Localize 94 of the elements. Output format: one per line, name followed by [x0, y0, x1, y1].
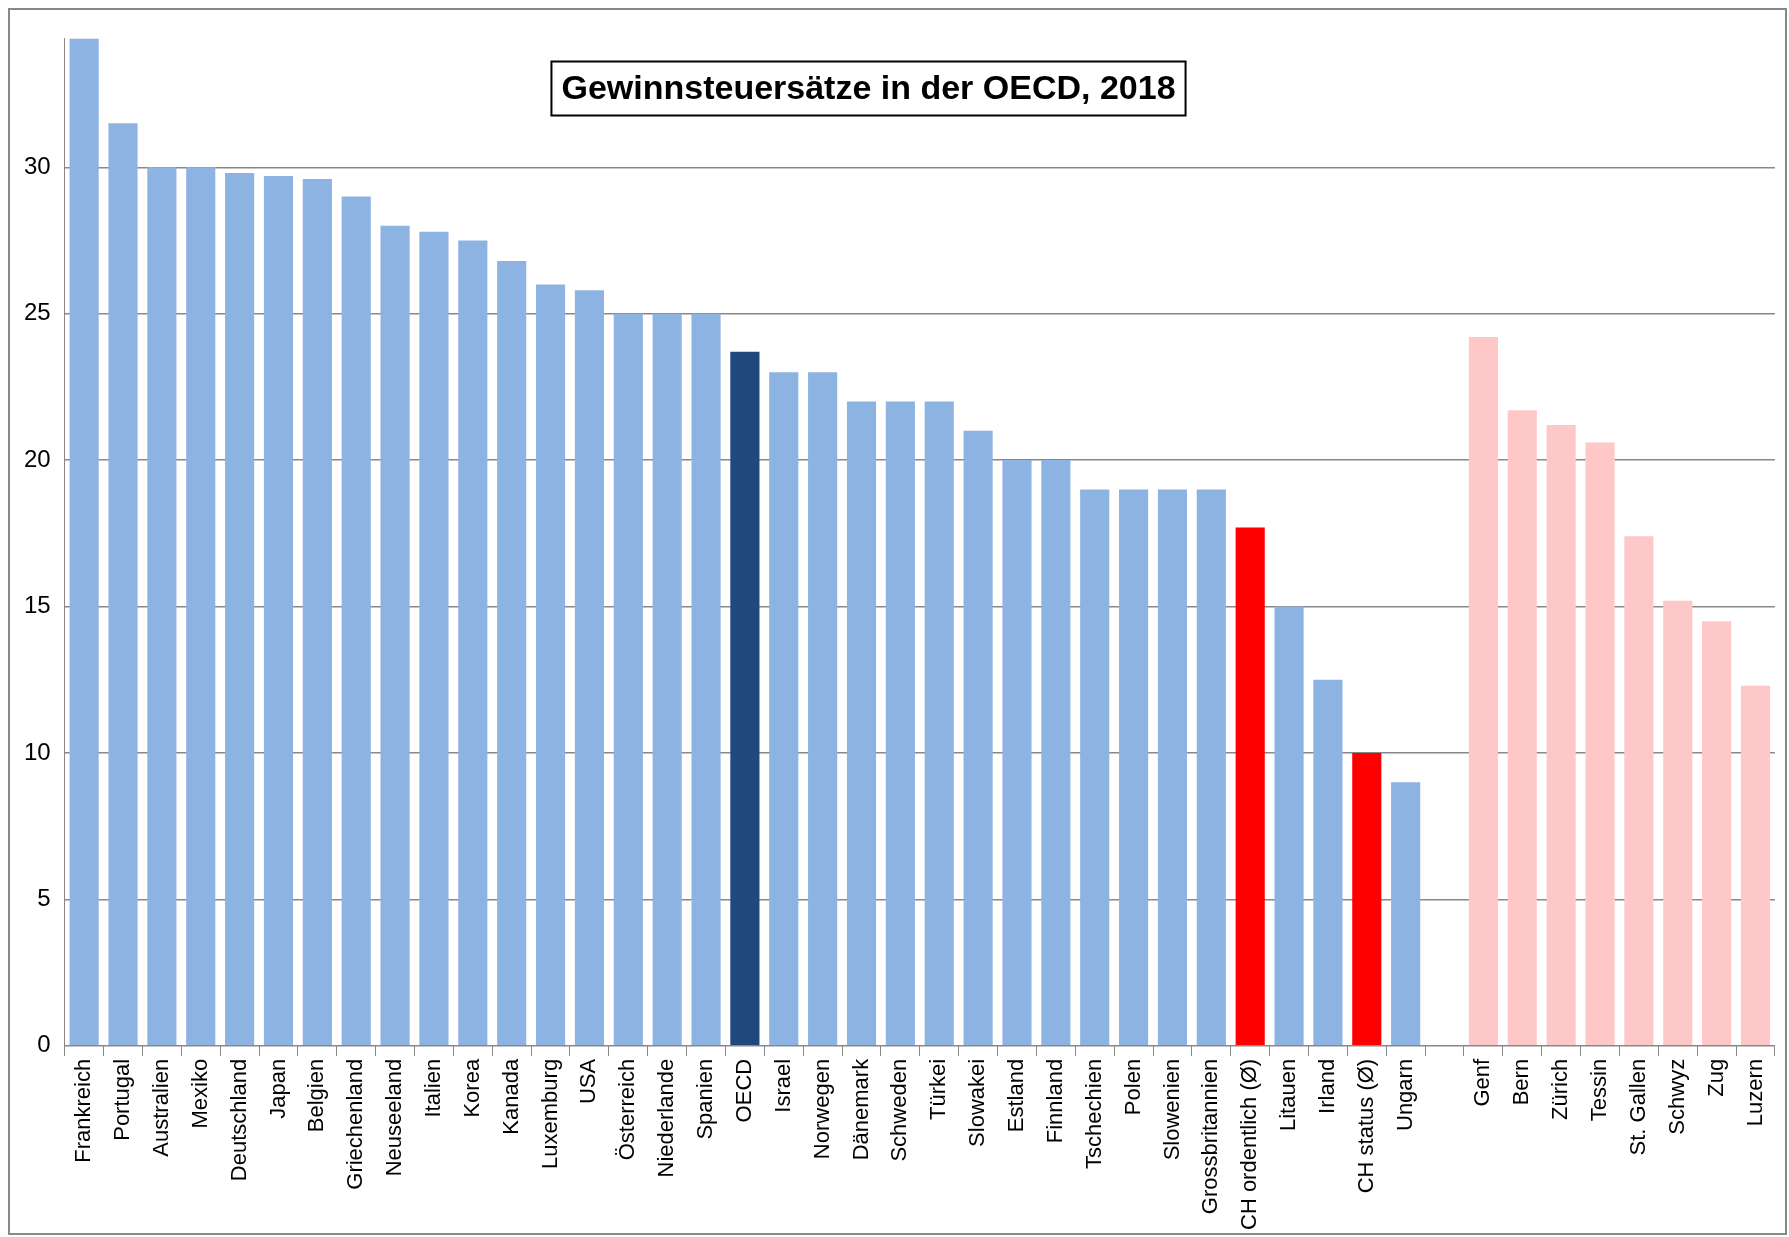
x-tick-label: Österreich — [614, 1058, 640, 1161]
x-tick-label: Israel — [769, 1058, 795, 1113]
bar — [1702, 621, 1732, 1046]
y-tick-label: 20 — [23, 444, 51, 472]
bar — [1080, 489, 1110, 1046]
bar — [1468, 337, 1498, 1046]
x-tick-label: Ungarn — [1391, 1058, 1417, 1131]
bar — [924, 401, 954, 1046]
bar — [225, 173, 255, 1046]
x-tick-label: Schweden — [886, 1058, 912, 1162]
bar — [1546, 424, 1576, 1046]
x-tick-label: CH ordentlich (Ø) — [1236, 1058, 1262, 1230]
bar — [963, 430, 993, 1046]
x-tick-label: Irland — [1313, 1058, 1339, 1114]
bar — [1740, 685, 1771, 1046]
x-tick-label: Estland — [1003, 1058, 1029, 1133]
bar — [1352, 752, 1382, 1046]
x-tick-label: Kanada — [497, 1058, 523, 1135]
x-tick-label: CH status (Ø) — [1352, 1058, 1378, 1194]
x-tick-label: Norwegen — [808, 1058, 834, 1160]
bar — [1157, 489, 1188, 1046]
bar — [1585, 442, 1615, 1046]
bar — [1391, 782, 1421, 1046]
y-tick-label: 0 — [37, 1030, 51, 1058]
x-tick-label: Slowakei — [964, 1058, 990, 1147]
x-tick-label: Zürich — [1547, 1058, 1573, 1120]
x-tick-label: Mexiko — [186, 1058, 212, 1129]
bar — [263, 176, 294, 1046]
x-tick-label: OECD — [730, 1058, 756, 1123]
x-tick-label: Japan — [264, 1058, 290, 1119]
bar — [769, 372, 799, 1046]
x-tick-label: Zug — [1702, 1058, 1728, 1097]
bar — [147, 167, 177, 1046]
x-tick-label: Tschechien — [1080, 1058, 1106, 1169]
x-tick-label: Schwyz — [1663, 1058, 1689, 1135]
x-tick-label: Griechenland — [342, 1058, 368, 1190]
bar — [1002, 460, 1032, 1046]
bar — [497, 260, 527, 1046]
x-tick-label: Portugal — [109, 1058, 135, 1141]
x-tick-label: Finnland — [1041, 1058, 1067, 1144]
bar — [1663, 600, 1693, 1046]
x-tick-label: Polen — [1119, 1058, 1145, 1116]
bar — [69, 38, 99, 1046]
bar — [730, 351, 760, 1046]
bar — [302, 178, 332, 1046]
bar — [186, 167, 216, 1046]
bar — [574, 290, 604, 1046]
bar — [652, 313, 682, 1046]
y-tick-label: 10 — [23, 737, 51, 765]
x-tick-label: USA — [575, 1058, 601, 1105]
x-tick-label: St. Gallen — [1624, 1058, 1650, 1156]
x-tick-label: Türkei — [925, 1058, 951, 1120]
x-tick-label: Dänemark — [847, 1057, 873, 1161]
x-tick-label: Litauen — [1275, 1058, 1301, 1132]
x-tick-label: Grossbritannien — [1197, 1058, 1223, 1215]
x-tick-label: Frankreich — [70, 1058, 96, 1163]
x-tick-label: Luxemburg — [536, 1058, 562, 1169]
bar — [1507, 410, 1537, 1046]
x-tick-label: Italien — [420, 1058, 446, 1118]
bar — [808, 372, 838, 1046]
bar — [458, 240, 488, 1046]
bar — [1041, 460, 1071, 1046]
bar — [1274, 606, 1304, 1046]
bar — [1119, 489, 1149, 1046]
x-tick-label: Genf — [1469, 1057, 1495, 1107]
y-tick-label: 5 — [37, 884, 51, 912]
bar — [885, 401, 915, 1046]
x-tick-label: Luzern — [1741, 1058, 1767, 1127]
y-tick-label: 15 — [23, 591, 51, 619]
x-tick-label: Niederlande — [653, 1058, 679, 1178]
text: Gewinnsteuersätze in der OECD, 2018 — [561, 67, 1176, 106]
x-tick-label: Deutschland — [225, 1058, 251, 1182]
x-tick-label: Korea — [458, 1058, 484, 1118]
bar — [380, 225, 410, 1046]
bar — [1624, 536, 1654, 1046]
bar — [341, 196, 371, 1046]
x-tick-label: Spanien — [692, 1058, 718, 1140]
x-tick-label: Neuseeland — [381, 1058, 407, 1177]
x-tick-label: Tessin — [1586, 1058, 1612, 1122]
x-tick-label: Slowenien — [1158, 1058, 1184, 1161]
bar — [108, 123, 138, 1046]
bar — [1196, 489, 1226, 1046]
x-tick-label: Australien — [147, 1058, 173, 1157]
bar — [846, 401, 877, 1046]
bar — [1235, 527, 1265, 1046]
bar — [613, 313, 643, 1046]
x-tick-label: Bern — [1508, 1058, 1534, 1106]
y-tick-label: 30 — [23, 151, 51, 179]
x-tick-label: Belgien — [303, 1058, 329, 1133]
bar — [691, 313, 721, 1046]
bar — [535, 284, 566, 1046]
bar — [1313, 679, 1343, 1046]
y-tick-label: 25 — [23, 298, 51, 326]
bar — [419, 231, 449, 1046]
